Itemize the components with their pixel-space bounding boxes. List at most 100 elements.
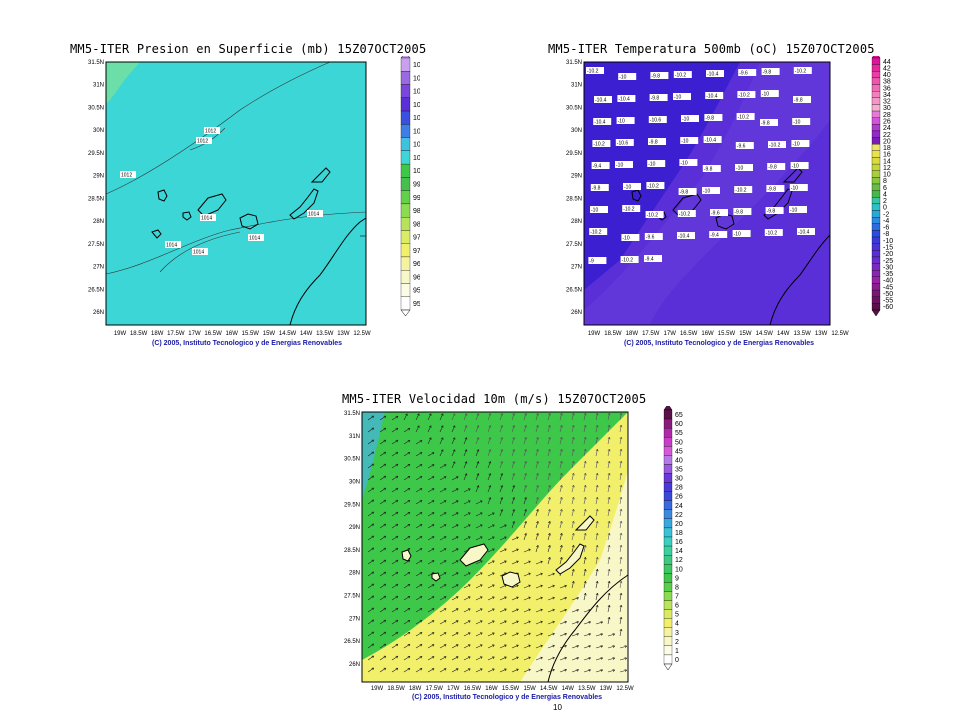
colorbar-swatch xyxy=(400,283,411,297)
wind-arrow-head xyxy=(585,473,587,476)
wind-arrow xyxy=(487,656,495,661)
lon-tick-label: 18.5W xyxy=(604,331,622,337)
wind-arrow xyxy=(523,473,527,481)
wind-arrow-head xyxy=(512,485,515,488)
wind-arrow-head xyxy=(560,413,563,415)
wind-arrow-head xyxy=(468,668,471,671)
wind-arrow-head xyxy=(540,585,543,588)
wind-arrow xyxy=(475,572,483,577)
wind-arrow xyxy=(487,461,491,469)
colorbar-swatch xyxy=(400,203,411,218)
wind-arrow-head xyxy=(536,533,539,535)
temp-value-label: -10 xyxy=(624,185,631,191)
wind-arrow-head xyxy=(408,572,411,575)
wind-arrow xyxy=(523,437,527,445)
wind-arrow xyxy=(475,500,483,505)
colorbar-label: 990 xyxy=(413,195,420,202)
wind-arrow-head xyxy=(583,580,586,583)
wind-arrow-head xyxy=(420,476,423,479)
temp-label-box xyxy=(797,228,815,235)
temp-label-box xyxy=(678,188,697,195)
wind-arrow-head xyxy=(571,509,574,511)
wind-arrow xyxy=(547,485,551,493)
wind-arrow-head xyxy=(525,437,527,440)
wind-arrow-head xyxy=(456,656,459,659)
colorbar-swatch xyxy=(663,600,673,610)
wind-arrow-head xyxy=(585,425,587,428)
wind-arrow-head xyxy=(468,500,471,503)
wind-arrow-head xyxy=(384,619,387,623)
wind-arrow-head xyxy=(600,621,603,624)
wind-arrow-head xyxy=(625,657,627,660)
wind-arrow-head xyxy=(452,413,455,416)
wind-arrow xyxy=(583,669,591,673)
wind-arrow xyxy=(379,619,386,625)
svg-text:1014: 1014 xyxy=(166,243,177,249)
wind-arrow xyxy=(487,644,495,649)
wind-arrow-head xyxy=(516,585,519,588)
wind-arrow-head xyxy=(597,449,599,452)
wind-arrow-head xyxy=(573,521,575,524)
colorbar-label: 1040 xyxy=(413,75,420,82)
wind-arrow xyxy=(571,413,575,421)
temp-value-label: -10.2 xyxy=(590,230,602,236)
wind-arrow xyxy=(523,645,531,649)
wind-arrow-head xyxy=(625,645,627,648)
wind-arrow-head xyxy=(548,509,551,511)
pressure-panel-title: MM5-ITER Presion en Superficie (mb) 15Z0… xyxy=(70,42,427,56)
wind-arrow-head xyxy=(548,437,551,439)
lon-tick-label: 17.5W xyxy=(426,686,444,692)
wind-arrow-head xyxy=(408,548,411,551)
colorbar-label: 30 xyxy=(675,476,683,483)
wind-arrow-head xyxy=(372,667,375,671)
wind-arrow-head xyxy=(456,620,459,623)
temp-label-box xyxy=(590,206,608,213)
temp-value-label: -9.8 xyxy=(651,96,660,102)
wind-arrow-head xyxy=(464,461,467,464)
colorbar-swatch xyxy=(871,64,881,72)
temp-value-label: -9.4 xyxy=(645,257,654,263)
wind-arrow xyxy=(583,593,586,601)
wind-arrow xyxy=(583,621,591,625)
wind-arrow xyxy=(571,545,575,553)
temp-value-label: -10.2 xyxy=(647,184,659,190)
colorbar-swatch xyxy=(400,217,411,231)
colorbar-swatch xyxy=(400,270,411,284)
wind-arrow-head xyxy=(512,461,515,464)
wind-arrow xyxy=(379,667,386,673)
wind-arrow xyxy=(559,497,563,505)
temp-label-box xyxy=(792,118,811,125)
colorbar-label: 50 xyxy=(675,439,683,446)
pressure-colorbar: 1050104010351030102510201015101010059959… xyxy=(400,56,420,317)
colorbar-swatch xyxy=(871,163,881,171)
wind-arrow xyxy=(427,548,435,553)
colorbar-top-arrow xyxy=(400,56,411,59)
temp-value-label: -10 xyxy=(793,120,800,126)
wind-arrow xyxy=(571,509,575,517)
temp-value-label: -9 xyxy=(589,259,594,265)
wind-arrow xyxy=(487,524,495,529)
temperature-colorbar: 4442403836343230282624222018161412108642… xyxy=(871,56,893,317)
wind-arrow xyxy=(427,524,435,529)
wind-arrow-head xyxy=(528,609,531,612)
wind-arrow xyxy=(487,413,491,421)
wind-arrow xyxy=(367,595,374,601)
wind-arrow-head xyxy=(573,581,575,584)
temp-value-label: -9.6 xyxy=(737,144,746,150)
wind-arrow xyxy=(511,413,515,421)
wind-arrow-head xyxy=(372,619,375,623)
wind-arrow xyxy=(367,571,374,577)
colorbar-label: 32 xyxy=(883,99,891,106)
wind-arrow-head xyxy=(420,608,423,611)
colorbar-label: 18 xyxy=(883,145,891,152)
wind-arrow xyxy=(595,497,598,505)
lon-tick-label: 17W xyxy=(447,686,460,692)
colorbar-top-arrow xyxy=(871,56,881,59)
wind-arrow-head xyxy=(537,449,539,452)
wind-arrow xyxy=(535,413,539,421)
wind-arrow-head xyxy=(588,669,591,672)
wind-arrow-head xyxy=(621,533,623,536)
wind-arrow-head xyxy=(561,521,563,524)
wind-arrow-head xyxy=(384,655,387,659)
wind-arrow-head xyxy=(500,437,503,440)
